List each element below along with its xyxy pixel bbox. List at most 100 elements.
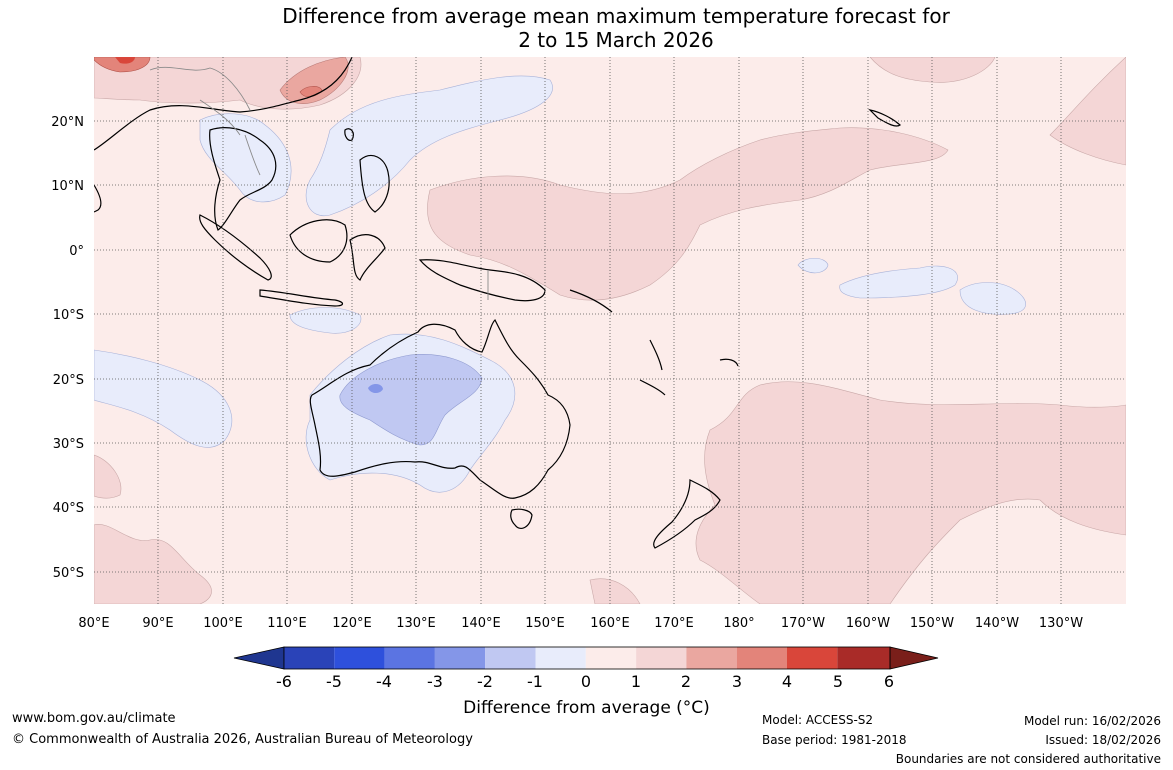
colorbar-tick: 2 [681, 672, 691, 691]
website-link[interactable]: www.bom.gov.au/climate [12, 711, 176, 726]
coast-borneo [289, 219, 348, 263]
cool-region-australia-3 [368, 383, 383, 394]
lon-label: 130°E [396, 616, 436, 631]
issued-date: Issued: 18/02/2026 [1045, 733, 1161, 747]
coast-java [259, 289, 344, 307]
colorbar-cell [434, 647, 486, 669]
lat-label: 20°S [53, 373, 84, 388]
colorbar-cell [636, 647, 687, 669]
coast-philippines [359, 155, 390, 213]
chart-title: Difference from average mean maximum tem… [0, 4, 1173, 52]
lon-label: 140°E [461, 616, 501, 631]
lat-label: 50°S [53, 566, 84, 581]
colorbar: -6 -5 -4 -3 -2 -1 0 1 2 3 4 5 6 [233, 646, 939, 691]
base-period: Base period: 1981-2018 [762, 733, 907, 747]
colorbar-cell [284, 647, 335, 669]
warm-region-himalaya [94, 57, 151, 73]
colorbar-cell [585, 647, 637, 669]
coast-sulawesi [349, 234, 386, 281]
colorbar-tick: 4 [782, 672, 792, 691]
warm-region-southwest-pacific [695, 381, 1126, 604]
warm-region-southern-ocean [94, 524, 212, 604]
longitude-labels: 80°E 90°E 100°E 110°E 120°E 130°E 140°E … [78, 616, 1083, 631]
colorbar-cell [686, 647, 737, 669]
coast-indochina [209, 127, 277, 231]
coast-australia [309, 318, 571, 499]
copyright-text: © Commonwealth of Australia 2026, Austra… [12, 732, 473, 747]
model-name: Model: ACCESS-S2 [762, 713, 874, 727]
colorbar-cell [334, 647, 385, 669]
cool-region-pacific-b [959, 282, 1026, 315]
warm-region-china-2 [279, 57, 349, 104]
title-line-2: 2 to 15 March 2026 [518, 28, 714, 52]
colorbar-tick: -3 [427, 672, 443, 691]
lat-label: 30°S [53, 437, 84, 452]
lon-label: 100°E [203, 616, 243, 631]
cool-region-australia-2 [339, 354, 483, 446]
warm-region-west [94, 454, 122, 499]
coast-new-guinea [418, 259, 546, 302]
coast-new-caledonia [639, 379, 666, 396]
lon-label: 160°E [590, 616, 630, 631]
coast-taiwan [344, 128, 354, 141]
colorbar-tick: -2 [477, 672, 493, 691]
lon-label: 110°E [267, 616, 307, 631]
lon-label: 120°E [332, 616, 372, 631]
lon-label: 80°E [78, 616, 109, 631]
colorbar-cell [485, 647, 536, 669]
lat-label: 40°S [53, 501, 84, 516]
cool-region-philippines [305, 75, 553, 217]
colorbar-tick: 6 [884, 672, 894, 691]
lon-label: 160°W [846, 616, 890, 631]
lat-label: 10°N [51, 179, 84, 194]
colorbar-low-extend [233, 646, 285, 670]
colorbar-tick: -4 [376, 672, 392, 691]
colorbar-cell [837, 647, 890, 669]
coast-india [94, 184, 102, 213]
graticule [94, 57, 1126, 604]
coast-tasmania [510, 508, 533, 529]
country-borders [149, 66, 489, 300]
lon-label: 170°W [781, 616, 825, 631]
colorbar-tick: 0 [581, 672, 591, 691]
colorbar-ticks: -6 -5 -4 -3 -2 -1 0 1 2 3 4 5 6 [276, 672, 894, 691]
colorbar-cell [535, 647, 586, 669]
lat-label: 20°N [51, 115, 84, 130]
cool-region-pacific-a [839, 265, 958, 299]
cool-region-pacific-c [797, 257, 829, 274]
coast-new-zealand [653, 479, 721, 549]
lat-label: 10°S [53, 308, 84, 323]
colorbar-label: Difference from average (°C) [463, 698, 710, 718]
lon-label: 140°W [975, 616, 1019, 631]
coast-sumatra [199, 214, 272, 281]
lon-label: 170°E [654, 616, 694, 631]
coast-fiji [719, 358, 739, 367]
lon-label: 180° [723, 616, 754, 631]
colorbar-tick: 3 [732, 672, 742, 691]
warm-region-tasman-south [589, 578, 641, 604]
colorbar-cell [787, 647, 838, 669]
coast-vanuatu [649, 339, 663, 371]
colorbar-tick: -1 [527, 672, 543, 691]
cool-region-indian-ocean [94, 349, 233, 448]
lat-label: 0° [69, 244, 84, 259]
lon-label: 130°W [1039, 616, 1083, 631]
colorbar-cell [384, 647, 435, 669]
boundary-disclaimer: Boundaries are not considered authoritat… [895, 752, 1161, 766]
coast-solomons [569, 289, 613, 313]
title-line-1: Difference from average mean maximum tem… [282, 4, 950, 28]
warm-region-himalaya-max [115, 57, 135, 64]
coast-china [94, 57, 353, 151]
latitude-labels: 20°N 10°N 0° 10°S 20°S 30°S 40°S 50°S [51, 115, 84, 581]
warm-region-east [1049, 57, 1126, 166]
colorbar-tick: 1 [631, 672, 641, 691]
lon-label: 150°W [910, 616, 954, 631]
colorbar-high-extend [889, 646, 939, 670]
colorbar-tick: -5 [326, 672, 342, 691]
colorbar-tick: -6 [276, 672, 292, 691]
lon-label: 150°E [525, 616, 565, 631]
warm-region-central-pacific [427, 127, 949, 301]
colorbar-cell [736, 647, 787, 669]
colorbar-tick: 5 [833, 672, 843, 691]
